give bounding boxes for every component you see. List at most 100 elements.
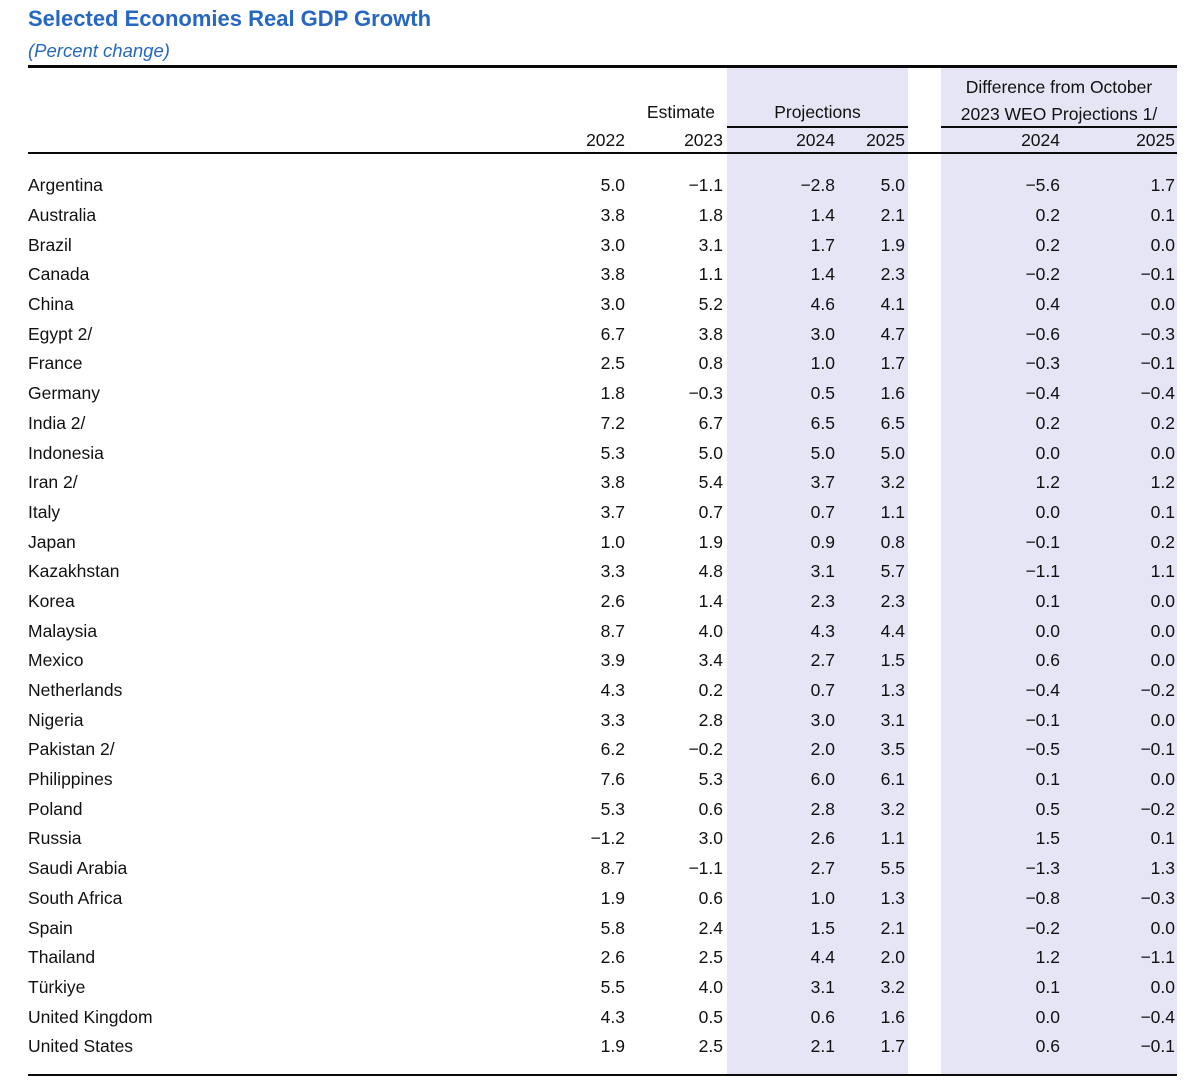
difference-cell: −0.1 [1140, 353, 1175, 374]
difference-cell: 0.2 [1150, 531, 1175, 552]
country-label: Indonesia [28, 442, 104, 463]
difference-cell: −0.1 [1140, 1036, 1175, 1057]
value-cell: 4.3 [600, 680, 625, 701]
estimate-column-header: Estimate [646, 102, 715, 122]
difference-cell: −0.4 [1025, 680, 1060, 701]
difference-cell: 0.6 [1035, 650, 1060, 671]
country-label: Pakistan 2/ [28, 739, 115, 760]
country-label: South Africa [28, 887, 123, 908]
difference-cell: 0.0 [1150, 442, 1175, 463]
difference-cell: −0.1 [1140, 739, 1175, 760]
country-label: Canada [28, 264, 90, 285]
table-row: Germany 1.8 −0.3 0.5 1.6 −0.4 −0.4 [28, 379, 1177, 409]
difference-cell: 0.0 [1150, 234, 1175, 255]
value-cell: 1.0 [600, 531, 625, 552]
difference-cell: 0.5 [1035, 798, 1060, 819]
difference-cell: −0.2 [1140, 798, 1175, 819]
value-cell: 1.4 [810, 264, 835, 285]
difference-cell: 0.0 [1150, 976, 1175, 997]
year-header-2022: 2022 [586, 130, 625, 150]
projections-underline [727, 126, 908, 128]
value-cell: 2.7 [810, 858, 835, 879]
value-cell: 5.0 [880, 442, 905, 463]
difference-cell: 0.1 [1035, 590, 1060, 611]
country-label: Kazakhstan [28, 561, 120, 582]
difference-cell: 0.0 [1150, 620, 1175, 641]
value-cell: 2.3 [810, 590, 835, 611]
value-cell: 5.8 [600, 917, 625, 938]
value-cell: 3.2 [880, 472, 905, 493]
difference-cell: −0.3 [1140, 887, 1175, 908]
table-row: Thailand 2.6 2.5 4.4 2.0 1.2 −1.1 [28, 943, 1177, 973]
value-cell: 3.1 [810, 561, 835, 582]
country-label: Argentina [28, 175, 103, 196]
table-row: Poland 5.3 0.6 2.8 3.2 0.5 −0.2 [28, 794, 1177, 824]
country-label: Korea [28, 590, 75, 611]
value-cell: 1.0 [810, 887, 835, 908]
value-cell: 6.7 [600, 323, 625, 344]
table-row: Malaysia 8.7 4.0 4.3 4.4 0.0 0.0 [28, 616, 1177, 646]
value-cell: 3.1 [698, 234, 723, 255]
value-cell: 4.7 [880, 323, 905, 344]
country-label: Türkiye [28, 976, 86, 997]
difference-cell: −0.3 [1025, 353, 1060, 374]
difference-cell: 0.0 [1035, 501, 1060, 522]
table-row: Korea 2.6 1.4 2.3 2.3 0.1 0.0 [28, 587, 1177, 617]
value-cell: 3.8 [600, 472, 625, 493]
value-cell: 1.8 [600, 383, 625, 404]
value-cell: 2.6 [600, 590, 625, 611]
difference-cell: −0.3 [1140, 323, 1175, 344]
difference-cell: 0.1 [1150, 205, 1175, 226]
country-label: United Kingdom [28, 1006, 153, 1027]
table-row: Saudi Arabia 8.7 −1.1 2.7 5.5 −1.3 1.3 [28, 854, 1177, 884]
value-cell: 8.7 [600, 620, 625, 641]
value-cell: 1.9 [880, 234, 905, 255]
difference-cell: 1.7 [1150, 175, 1175, 196]
difference-cell: −0.1 [1025, 709, 1060, 730]
table-row: Egypt 2/6.7 3.8 3.0 4.7 −0.6 −0.3 [28, 319, 1177, 349]
value-cell: 3.0 [698, 828, 723, 849]
country-label: Poland [28, 798, 83, 819]
value-cell: 3.5 [880, 739, 905, 760]
value-cell: 2.5 [698, 947, 723, 968]
country-label: Philippines [28, 769, 113, 790]
difference-column-header: Difference from October 2023 WEO Project… [937, 74, 1181, 128]
value-cell: 4.3 [810, 620, 835, 641]
value-cell: 2.0 [880, 947, 905, 968]
country-label: Netherlands [28, 680, 123, 701]
difference-cell: 0.2 [1035, 234, 1060, 255]
country-label: Saudi Arabia [28, 858, 128, 879]
difference-cell: −0.4 [1140, 383, 1175, 404]
table-row: Argentina 5.0 −1.1 −2.8 5.0 −5.6 1.7 [28, 171, 1177, 201]
country-label: Italy [28, 501, 61, 522]
value-cell: 3.2 [880, 976, 905, 997]
difference-cell: 0.0 [1150, 650, 1175, 671]
value-cell: 4.0 [698, 976, 723, 997]
difference-cell: 0.2 [1035, 205, 1060, 226]
difference-cell: −0.2 [1140, 680, 1175, 701]
value-cell: 2.6 [810, 828, 835, 849]
difference-cell: 1.2 [1150, 472, 1175, 493]
difference-cell: 1.1 [1150, 561, 1175, 582]
value-cell: 1.1 [880, 501, 905, 522]
difference-cell: −5.6 [1025, 175, 1060, 196]
value-cell: −1.1 [688, 858, 723, 879]
value-cell: 1.3 [880, 887, 905, 908]
value-cell: 7.2 [600, 412, 625, 433]
value-cell: 3.0 [810, 709, 835, 730]
country-label: Japan [28, 531, 76, 552]
country-label: United States [28, 1036, 134, 1057]
difference-cell: −0.1 [1025, 531, 1060, 552]
value-cell: 1.1 [880, 828, 905, 849]
value-cell: 2.4 [698, 917, 723, 938]
difference-cell: 1.2 [1035, 472, 1060, 493]
value-cell: 1.4 [698, 590, 723, 611]
projections-column-header: Projections [774, 102, 861, 122]
country-label: Thailand [28, 947, 96, 968]
year-header-diff-2025: 2025 [1136, 130, 1175, 150]
difference-cell: −0.5 [1025, 739, 1060, 760]
value-cell: 5.3 [698, 769, 723, 790]
value-cell: 0.8 [880, 531, 905, 552]
value-cell: 1.6 [880, 1006, 905, 1027]
value-cell: 1.9 [698, 531, 723, 552]
